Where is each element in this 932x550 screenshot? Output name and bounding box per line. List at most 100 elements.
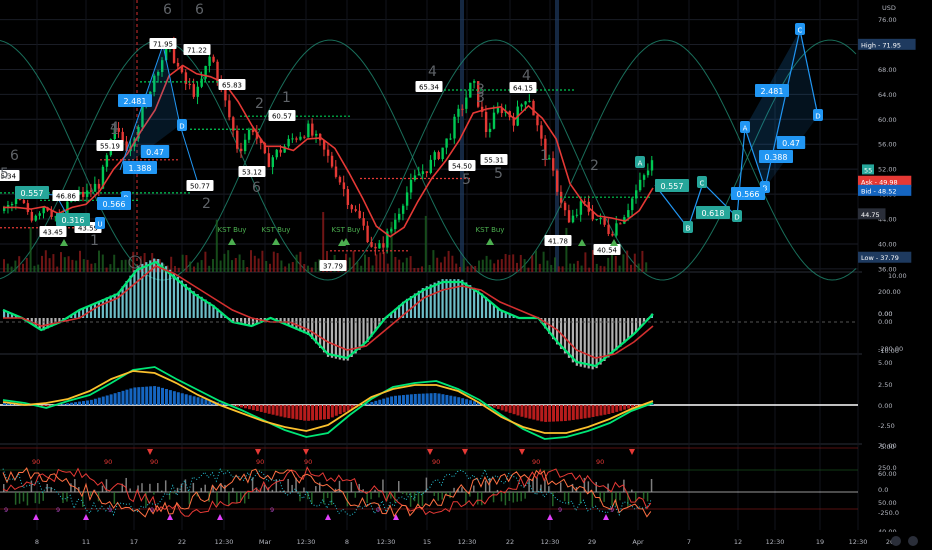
stochastic-bar <box>516 492 518 502</box>
wave-label: 4 <box>110 120 119 136</box>
buy-arrow <box>228 238 236 245</box>
oscillator-histogram-bar <box>184 394 188 405</box>
macd-tick-left: 0.00 <box>878 318 892 326</box>
oscillator-histogram-bar <box>520 405 524 417</box>
volume-bar <box>531 255 534 272</box>
volume-bar <box>291 262 294 272</box>
stochastic-bar <box>287 478 289 492</box>
candle-body <box>3 207 6 211</box>
oscillator-histogram-bar <box>208 400 212 405</box>
stochastic-tick: 0.0 <box>878 486 888 494</box>
volume-bar <box>538 263 541 272</box>
oscillator-histogram-bar <box>259 405 263 412</box>
candle-body <box>449 138 452 140</box>
layout-icon <box>908 536 918 546</box>
macd-histogram-bar <box>477 290 480 318</box>
candle-body <box>330 155 334 167</box>
macd-histogram-bar <box>3 309 6 318</box>
price-label-text: 55.19 <box>100 143 120 151</box>
stochastic-bar <box>228 492 230 506</box>
harmonic-ratio-box <box>655 179 689 192</box>
stochastic-bar <box>101 485 104 492</box>
volume-bar <box>14 260 17 272</box>
stochastic-bar <box>567 492 570 505</box>
macd-histogram-bar <box>374 318 377 332</box>
price-label-text: 65.83 <box>222 82 242 90</box>
volume-bar <box>25 257 28 272</box>
candle-body <box>334 166 338 177</box>
candle-body <box>362 218 365 226</box>
price-label-box <box>268 110 296 121</box>
stochastic-bar <box>153 492 155 495</box>
candle-body <box>18 198 22 201</box>
stochastic-line-0 <box>2 466 652 517</box>
oscillator-histogram-bar <box>532 405 536 420</box>
harmonic-pattern-line <box>119 43 201 191</box>
macd-histogram-bar <box>50 318 53 327</box>
volume-bar <box>455 263 458 272</box>
candle-body <box>97 183 101 189</box>
price-label-text: 41.78 <box>548 238 568 246</box>
stochastic-bar <box>275 479 278 492</box>
oscillator-histogram-bar <box>413 393 417 405</box>
volume-bar <box>512 254 515 272</box>
stochastic-marker: 90 <box>432 458 440 466</box>
volume-bar <box>527 267 530 272</box>
oscillator-histogram-bar <box>243 405 247 409</box>
stochastic-bar <box>322 492 325 504</box>
candle-body <box>303 136 306 138</box>
oscillator-histogram-bar <box>457 397 461 405</box>
price-label-text: 54.50 <box>452 163 472 171</box>
macd-histogram-bar <box>240 318 243 325</box>
volume-bar <box>386 263 389 272</box>
stochastic-tick: 60.00 <box>878 470 897 478</box>
volume-bar <box>360 265 363 272</box>
macd-histogram-bar <box>145 262 148 318</box>
candle-body <box>236 130 239 149</box>
volume-bar <box>257 258 260 272</box>
volume-bar <box>120 260 123 272</box>
stochastic-bar <box>445 492 447 495</box>
volume-bar <box>314 261 317 272</box>
stochastic-arrow <box>427 449 433 455</box>
stochastic-bar <box>82 492 84 507</box>
candle-body <box>196 86 199 97</box>
oscillator-histogram-bar <box>563 405 567 422</box>
stochastic-marker: 90 <box>532 458 540 466</box>
candle-body <box>631 198 634 211</box>
price-label-box <box>238 166 266 177</box>
price-tick: 68.00 <box>878 66 897 74</box>
volume-bar <box>299 251 302 272</box>
stochastic-bar <box>635 492 637 503</box>
candle-body <box>93 183 97 192</box>
macd-histogram-bar <box>465 282 468 318</box>
macd-histogram-bar <box>488 300 492 318</box>
stochastic-bar <box>615 492 617 507</box>
macd-histogram-bar <box>121 286 124 318</box>
macd-histogram-bar <box>303 318 306 334</box>
volume-bar <box>280 260 283 272</box>
volume-bar <box>599 265 602 272</box>
macd-histogram-bar <box>133 270 136 318</box>
volume-bar <box>185 255 188 272</box>
macd-histogram-bar <box>548 318 551 334</box>
harmonic-point-label: C <box>798 27 803 35</box>
macd-histogram-bar <box>85 306 89 318</box>
stochastic-bar <box>338 480 341 492</box>
price-tag-text: High - 71.95 <box>861 41 901 49</box>
oscillator-histogram-bar <box>161 387 164 405</box>
macd-tick-left: -10.00 <box>878 347 899 355</box>
macd-histogram-bar <box>484 297 488 318</box>
volume-bar <box>318 259 321 272</box>
price-label-text: 71.95 <box>153 41 173 49</box>
candle-body <box>607 224 610 234</box>
stochastic-bar <box>299 492 301 502</box>
stochastic-bar <box>449 492 451 499</box>
oscillator-histogram-bar <box>338 405 342 415</box>
candle-body <box>638 179 642 191</box>
price-label-box <box>218 79 246 90</box>
stochastic-bar <box>18 492 21 504</box>
stochastic-bar <box>540 484 542 492</box>
